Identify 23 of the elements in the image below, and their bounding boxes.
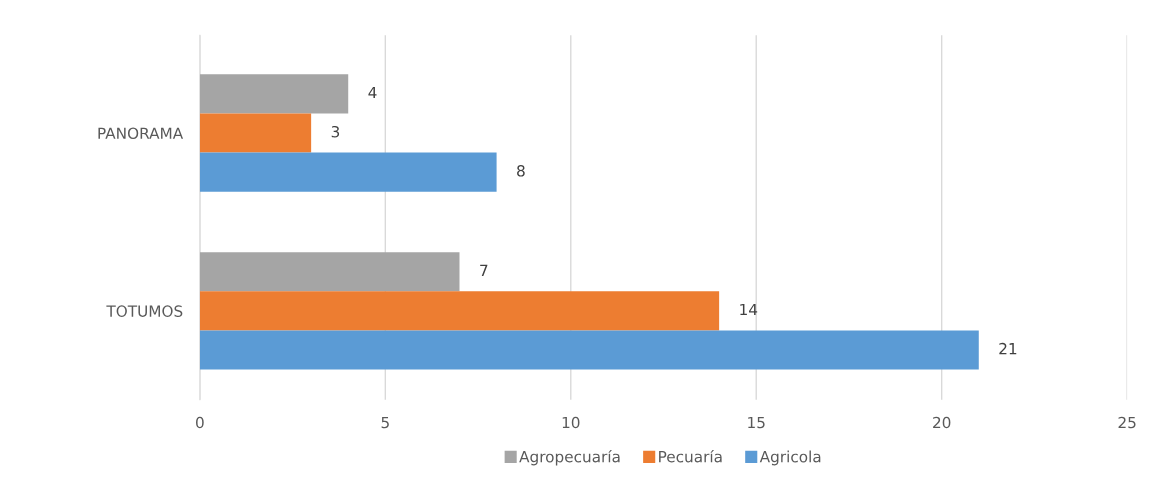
x-tick-label: 5 — [381, 416, 389, 429]
y-tick-label: TOTUMOS — [106, 305, 183, 317]
bar — [199, 152, 497, 192]
data-label: 7 — [480, 264, 488, 276]
data-label: 14 — [740, 303, 758, 316]
bar — [199, 291, 720, 331]
bar — [199, 330, 979, 370]
legend-label: Agropecuaría — [519, 449, 620, 466]
data-label: 4 — [368, 86, 377, 99]
legend-label: Agricola — [759, 450, 821, 466]
y-tick-label: PANORAMA — [98, 127, 184, 140]
x-tick-label: 10 — [562, 416, 580, 429]
data-label: 3 — [331, 125, 340, 138]
x-tick-label: 0 — [196, 416, 204, 429]
bar — [199, 113, 312, 153]
bar — [199, 74, 349, 114]
data-label: 8 — [517, 165, 525, 177]
x-tick-label: 25 — [1118, 416, 1136, 429]
x-tick-label: 15 — [748, 416, 765, 429]
x-tick-label: 20 — [933, 416, 951, 429]
bar — [199, 252, 460, 292]
data-label: 21 — [999, 342, 1017, 355]
legend-label: Pecuaría — [659, 449, 722, 463]
